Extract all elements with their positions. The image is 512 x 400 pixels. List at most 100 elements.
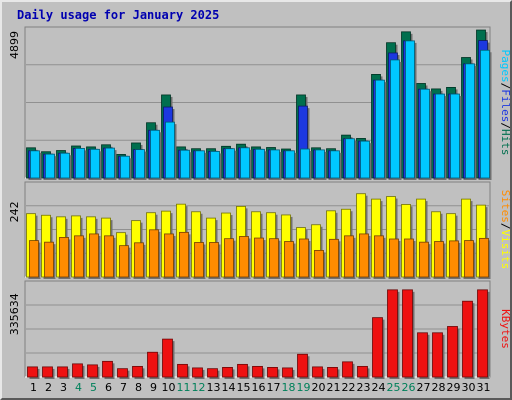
bar-pages [315,149,325,179]
bar-sites [359,233,369,278]
bar-sites [374,235,384,278]
bar-sites [464,240,474,278]
bar-pages [465,63,475,179]
bar-pages [480,49,490,179]
bar-kbytes [117,368,128,378]
panel-visitors-tick-label: 242 [8,201,21,222]
bar-pages [60,152,70,179]
bar-kbytes [462,300,473,378]
bar-sites [89,233,99,278]
x-tick-label: 12 [192,381,206,394]
bar-pages [405,40,415,179]
panel-requests-legend: Pages/Files/Hits [499,50,512,156]
bar-kbytes [387,289,398,378]
bar-kbytes [87,364,98,378]
bar-sites [269,238,279,278]
bar-pages [390,59,400,179]
x-tick-label: 17 [267,381,281,394]
chart-title: Daily usage for January 2025 [17,8,219,22]
bar-pages [360,140,370,179]
x-tick-label: 7 [120,381,127,394]
bar-kbytes [192,367,203,378]
x-tick-label: 15 [237,381,251,394]
bar-sites [44,241,54,278]
bar-kbytes [372,317,383,378]
bar-pages [210,151,220,179]
x-tick-label: 30 [462,381,476,394]
x-tick-label: 18 [282,381,296,394]
bar-pages [450,93,460,179]
bar-kbytes [72,363,83,378]
bar-sites [209,242,219,278]
bar-kbytes [432,332,443,378]
bar-sites [239,236,249,278]
bar-sites [119,245,129,278]
bar-sites [149,229,159,278]
panel-requests: 4899 Pages/Files/Hits [8,26,512,181]
bar-sites [344,235,354,278]
bar-kbytes [207,368,218,378]
bar-sites [179,231,189,278]
x-tick-label: 6 [105,381,112,394]
legend-separator: / [499,83,512,90]
x-tick-label: 24 [372,381,386,394]
panel-requests-tick-label: 4899 [8,31,21,59]
bar-kbytes [177,363,188,378]
panel-kbytes-legend: KBytes [499,309,512,349]
bar-kbytes [132,365,143,378]
bar-sites [314,249,324,278]
bar-kbytes [327,366,338,378]
x-tick-label: 3 [60,381,67,394]
x-tick-label: 11 [177,381,191,394]
bar-pages [135,149,145,179]
bar-kbytes [162,338,173,378]
bar-kbytes [237,363,248,378]
bar-kbytes [252,365,263,378]
bar-sites [479,237,489,278]
bar-pages [75,148,85,179]
bar-sites [449,240,459,278]
x-axis-tick-labels: 1 2 3 4 5 6 7 8 9 10 11 12 13 14 15 16 17 18 19 20 21 22 23 24 2… [30,381,491,394]
x-tick-label: 1 [30,381,37,394]
panel-visitors: 242 Sites/Visits [8,181,512,279]
bar-pages [285,150,295,179]
bar-sites [194,242,204,278]
bar-pages [270,149,280,179]
bar-sites [284,241,294,278]
bar-kbytes [282,367,293,378]
bar-kbytes [42,366,53,378]
bar-pages [180,149,190,179]
legend-visits: Visits [499,230,512,270]
bar-kbytes [102,360,113,378]
bar-kbytes [312,366,323,378]
bar-sites [59,237,69,278]
bar-kbytes [297,353,308,378]
bar-kbytes [57,366,68,378]
x-tick-label: 9 [150,381,157,394]
bar-pages [30,150,40,179]
bar-pages [255,148,265,179]
x-tick-label: 14 [222,381,236,394]
bar-pages [300,148,310,179]
x-tick-label: 22 [342,381,356,394]
bar-sites [299,238,309,278]
bar-pages [225,148,235,179]
legend-separator: / [499,122,512,129]
x-tick-label: 23 [357,381,371,394]
bar-pages [240,147,250,179]
bar-kbytes [417,332,428,378]
bar-sites [104,235,114,278]
bar-kbytes [447,326,458,378]
legend-files: Files [499,89,512,122]
legend-hits: Hits [499,129,512,156]
x-tick-label: 21 [327,381,341,394]
bar-pages [90,148,100,179]
x-tick-label: 19 [297,381,311,394]
bar-kbytes [342,361,353,378]
x-tick-label: 25 [387,381,401,394]
bar-pages [150,129,160,179]
bar-pages [45,153,55,179]
bar-sites [74,235,84,278]
x-tick-label: 5 [90,381,97,394]
